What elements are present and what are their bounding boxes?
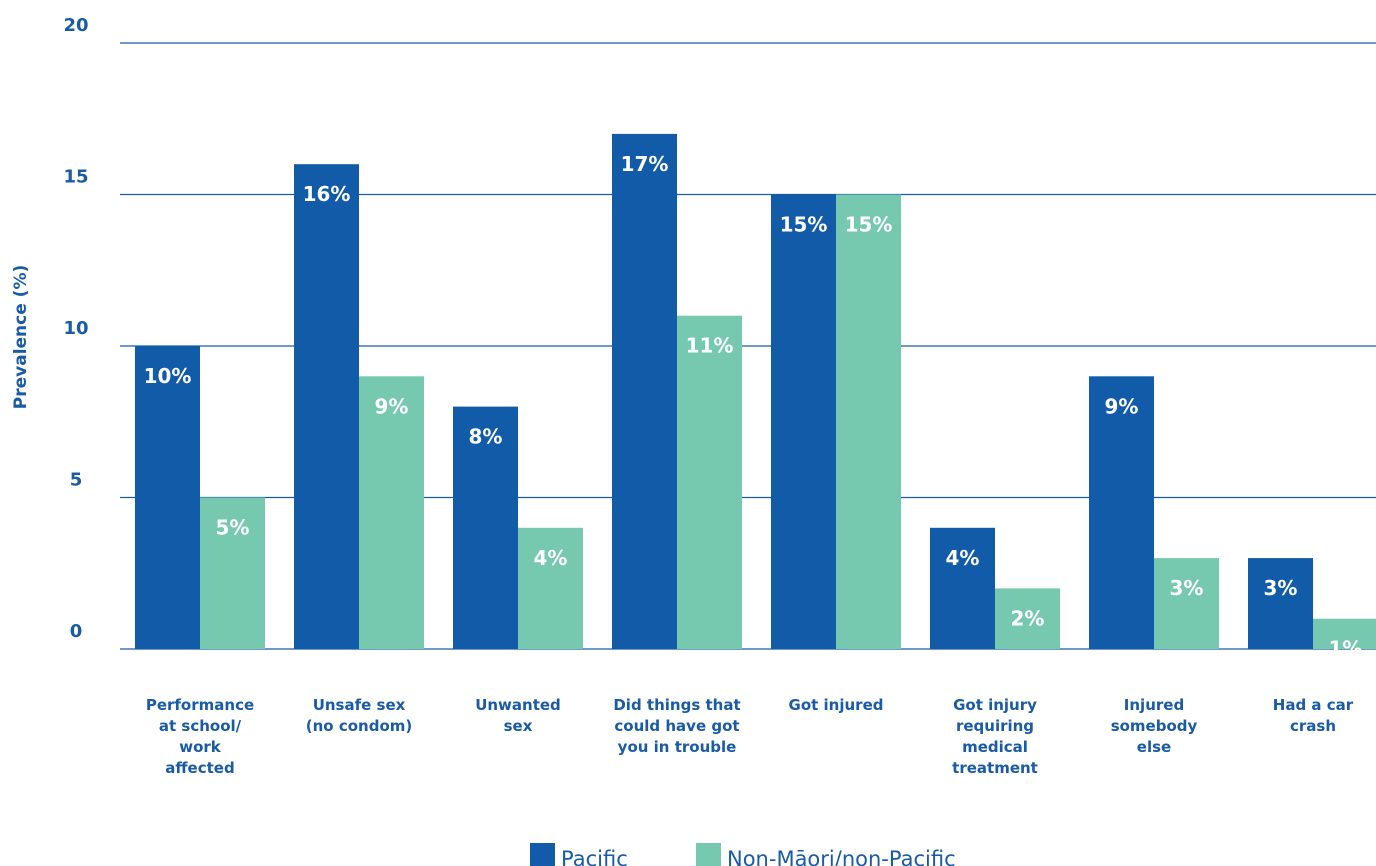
category-label: Performance at school/work affected	[146, 696, 254, 777]
data-label: 5%	[216, 516, 250, 540]
y-tick-label: 5	[70, 470, 83, 491]
category-label: Got injured	[789, 696, 884, 714]
data-label: 3%	[1264, 576, 1298, 600]
category-label: Unsafe sex (no condom)	[306, 696, 412, 735]
bar	[1154, 558, 1219, 649]
category-label: Had a car crash	[1273, 696, 1354, 735]
data-label: 10%	[144, 364, 192, 388]
category-label: Unwanted sex	[475, 696, 561, 735]
data-label: 11%	[686, 334, 734, 358]
data-label: 15%	[845, 213, 893, 237]
category-label: Injured somebody else	[1111, 696, 1198, 756]
data-label: 8%	[469, 425, 503, 449]
bar	[771, 194, 836, 649]
bar	[200, 497, 265, 649]
x-axis-categories: Performance at school/work affected Unsafe …	[146, 696, 1354, 777]
bar	[995, 588, 1060, 649]
bar	[453, 406, 518, 649]
bar	[135, 346, 200, 649]
bar	[359, 376, 424, 649]
legend-swatch	[696, 843, 721, 866]
y-tick-label: 0	[70, 621, 83, 642]
bar	[1313, 618, 1376, 649]
y-tick-label: 15	[63, 167, 88, 188]
data-labels: 10% 16% 8% 17% 15% 4% 9% 3% 5% 9% 4% 11% 15% 2% 3% 1%	[144, 152, 1363, 661]
data-label: 3%	[1170, 576, 1204, 600]
legend-swatch	[530, 843, 555, 866]
legend-label: Pacific	[561, 847, 628, 866]
bars	[135, 133, 1376, 649]
bar	[518, 527, 583, 649]
data-label: 4%	[534, 546, 568, 570]
bar	[836, 194, 901, 649]
y-tick-label: 10	[63, 318, 88, 339]
bar	[677, 315, 742, 649]
bar	[930, 527, 995, 649]
data-label: 9%	[1105, 394, 1139, 418]
y-axis-label: Prevalence (%)	[11, 265, 31, 409]
bar	[612, 133, 677, 649]
category-label: Got injury requiring medical treatment	[952, 696, 1038, 777]
category-label: Did things that could have got you in trou…	[613, 696, 740, 756]
data-label: 17%	[621, 152, 669, 176]
bar	[1089, 376, 1154, 649]
data-label: 1%	[1329, 637, 1363, 661]
data-label: 4%	[946, 546, 980, 570]
data-label: 2%	[1011, 606, 1045, 630]
data-label: 15%	[780, 213, 828, 237]
data-label: 9%	[375, 394, 409, 418]
bar	[294, 164, 359, 649]
y-tick-label: 20	[63, 15, 88, 36]
legend: Pacific Non-Māori/non-Pacific	[530, 843, 956, 866]
y-axis-ticks: 0 5 10 15 20	[63, 15, 88, 642]
data-label: 16%	[303, 182, 351, 206]
bar	[1248, 558, 1313, 649]
legend-label: Non-Māori/non-Pacific	[727, 847, 956, 866]
